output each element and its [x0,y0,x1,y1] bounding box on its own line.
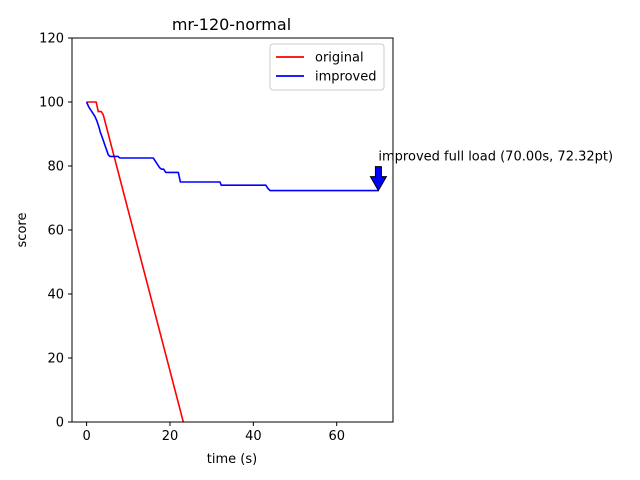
y-tick-label: 120 [39,32,64,47]
plot-frame [71,37,394,423]
x-axis-label: time (s) [207,452,257,467]
x-tick-label: 0 [82,429,90,444]
legend-frame [269,43,385,91]
annotation-arrow [369,166,388,192]
legend-items: original improved [276,51,376,85]
series-line-original [86,101,185,422]
series-group [85,101,379,422]
y-axis: 0 20 40 60 80 100 120 [39,32,72,431]
x-tick-label: 60 [328,429,345,444]
legend: original improved [269,43,385,91]
series-line-improved [85,101,379,192]
y-tick-label: 100 [39,96,64,111]
legend-label-improved: improved [315,70,376,85]
y-tick-label: 20 [47,352,64,367]
y-tick-label: 60 [47,224,64,239]
y-tick-label: 0 [56,416,64,431]
annotation-text: improved full load (70.00s, 72.32pt) [378,150,613,165]
chart-title: mr-120-normal [172,15,291,34]
x-tick-label: 20 [162,429,179,444]
y-tick-label: 80 [47,160,64,175]
annotation-group: improved full load (70.00s, 72.32pt) [369,150,613,192]
y-tick-label: 40 [47,288,64,303]
y-axis-label: score [15,213,30,248]
x-tick-label: 40 [245,429,262,444]
legend-label-original: original [315,51,364,66]
x-axis: 0 20 40 60 [82,422,345,444]
plot-area [71,37,394,423]
